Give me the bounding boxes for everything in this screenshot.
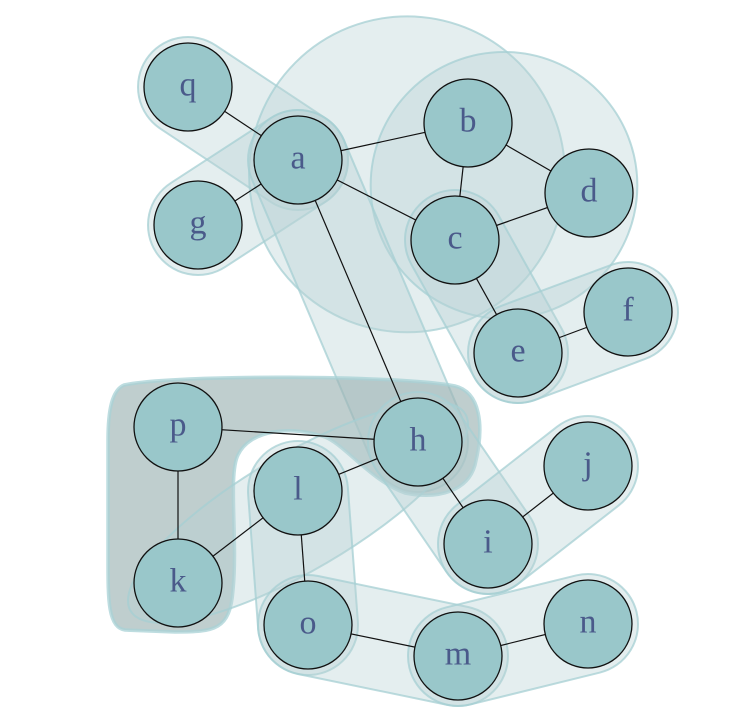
node-i-label: i	[483, 524, 492, 561]
node-j: j	[543, 421, 633, 511]
node-e-circle	[473, 308, 563, 398]
node-k: k	[133, 538, 223, 628]
node-k-circle	[133, 538, 223, 628]
node-layer: q a g b c d e f p h l k i j o m n	[133, 42, 673, 701]
node-l-label: l	[293, 471, 302, 508]
node-m-label: m	[445, 636, 471, 673]
node-c-label: c	[447, 220, 462, 257]
node-c-circle	[410, 195, 500, 285]
node-f: f	[583, 267, 673, 357]
node-p-circle	[133, 382, 223, 472]
node-p-label: p	[170, 407, 187, 444]
node-d: d	[544, 148, 634, 238]
node-f-label: f	[622, 292, 634, 329]
node-e-label: e	[510, 333, 525, 370]
node-g: g	[153, 180, 243, 270]
node-n-circle	[543, 579, 633, 669]
node-a-label: a	[290, 140, 305, 177]
node-b: b	[423, 78, 513, 168]
node-o-circle	[263, 580, 353, 670]
node-i-circle	[443, 499, 533, 589]
node-i: i	[443, 499, 533, 589]
node-h-label: h	[410, 422, 427, 459]
node-m: m	[413, 611, 503, 701]
edge-a-h	[297, 159, 419, 443]
node-h-circle	[373, 397, 463, 487]
node-q-label: q	[180, 67, 197, 104]
node-p: p	[133, 382, 223, 472]
node-l-circle	[253, 446, 343, 536]
node-m-circle	[413, 611, 503, 701]
node-j-circle	[543, 421, 633, 511]
node-o-label: o	[300, 605, 317, 642]
node-d-label: d	[581, 173, 598, 210]
node-l: l	[253, 446, 343, 536]
node-a: a	[253, 115, 343, 205]
node-c: c	[410, 195, 500, 285]
node-b-label: b	[460, 103, 477, 140]
node-d-circle	[544, 148, 634, 238]
node-f-circle	[583, 267, 673, 357]
node-b-circle	[423, 78, 513, 168]
node-h: h	[373, 397, 463, 487]
node-q-circle	[143, 42, 233, 132]
node-j-label: j	[582, 446, 592, 483]
node-o: o	[263, 580, 353, 670]
node-g-circle	[153, 180, 243, 270]
node-e: e	[473, 308, 563, 398]
node-a-circle	[253, 115, 343, 205]
node-q: q	[143, 42, 233, 132]
node-n: n	[543, 579, 633, 669]
node-g-label: g	[190, 205, 207, 242]
node-k-label: k	[170, 563, 187, 600]
node-n-label: n	[580, 604, 597, 641]
